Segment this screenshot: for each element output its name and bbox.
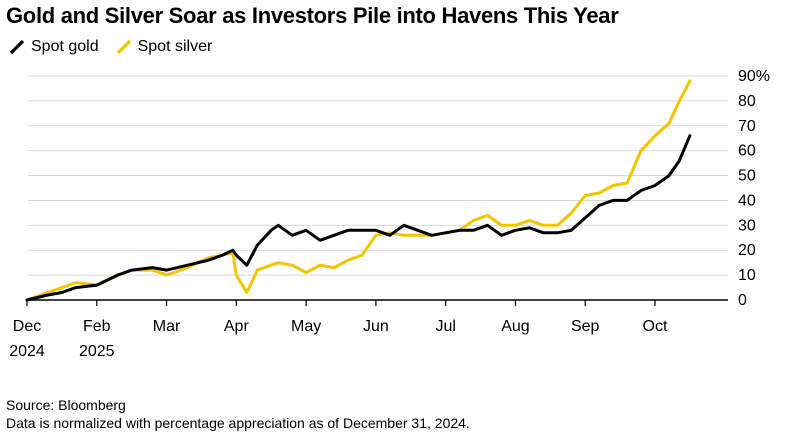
x-tick-label: Apr <box>224 318 250 335</box>
y-tick-label: 60 <box>738 143 756 160</box>
legend-silver-swatch-icon <box>116 39 131 55</box>
x-tick-label: Jul <box>435 318 455 335</box>
x-tick-label: Dec <box>13 318 41 335</box>
y-axis: 0 10 20 30 40 50 60 70 80 90% <box>738 68 770 309</box>
x-tick-year-label: 2025 <box>79 343 115 360</box>
legend-gold-swatch-icon <box>9 39 25 55</box>
y-tick-label: 50 <box>738 168 756 185</box>
legend-silver-label: Spot silver <box>137 38 213 55</box>
x-tick-label: Oct <box>643 318 668 335</box>
series-line-spot-silver <box>25 79 692 302</box>
chart-legend: Spot gold Spot silver <box>8 38 228 56</box>
y-tick-label: 80 <box>738 93 756 110</box>
legend-item-silver: Spot silver <box>115 38 213 56</box>
y-tick-label: 10 <box>738 267 756 284</box>
y-tick-label: 0 <box>738 292 747 309</box>
chart-title: Gold and Silver Soar as Investors Pile i… <box>6 3 619 28</box>
x-tick-year-label: 2024 <box>9 343 45 360</box>
x-tick-label: Mar <box>153 318 181 335</box>
legend-gold-label: Spot gold <box>31 38 99 55</box>
y-tick-label: 40 <box>738 192 756 209</box>
x-tick-label: Sep <box>571 318 600 335</box>
x-axis: Dec 2024 Feb 2025 Mar Apr May Jun Jul Aug Sep Oct <box>9 300 668 360</box>
grid-lines <box>28 75 728 301</box>
y-tick-label: 20 <box>738 242 756 259</box>
x-tick-label: Jun <box>363 318 389 335</box>
x-tick-label: Aug <box>501 318 529 335</box>
y-tick-label: 30 <box>738 217 756 234</box>
legend-item-gold: Spot gold <box>8 38 99 56</box>
x-tick-label: Feb <box>83 318 111 335</box>
source-note: Source: Bloomberg <box>6 397 126 413</box>
series-layer <box>25 79 692 302</box>
x-tick-label: May <box>291 318 321 335</box>
series-line-spot-gold <box>25 134 692 302</box>
y-tick-label: 70 <box>738 118 756 135</box>
y-tick-label: 90% <box>738 68 770 85</box>
normalization-note: Data is normalized with percentage appre… <box>6 415 470 431</box>
